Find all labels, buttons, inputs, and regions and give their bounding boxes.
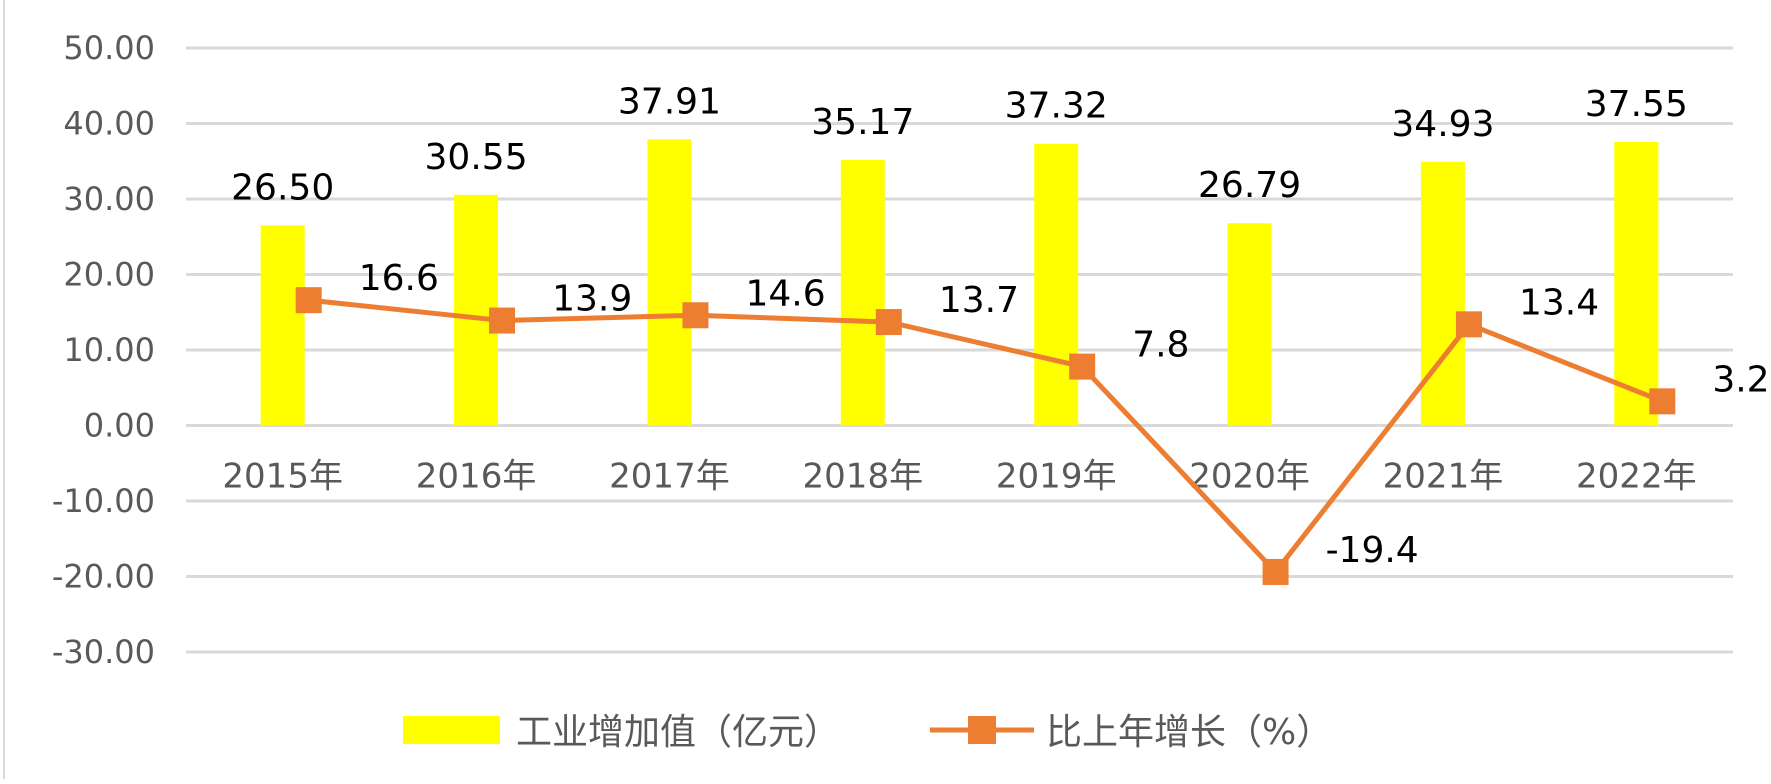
- bar-data-label: 26.79: [1198, 165, 1301, 206]
- bar-series: [260, 139, 1659, 426]
- x-category-label: 2016年: [416, 457, 537, 497]
- line-marker: [1069, 353, 1096, 380]
- bar-data-label: 37.91: [618, 81, 721, 122]
- bar: [840, 159, 885, 426]
- line-series-path: [308, 297, 1664, 575]
- line-series: [295, 287, 1676, 585]
- line-marker: [489, 307, 516, 334]
- y-axis-ticks: -30.00 -20.00 -10.00 0.00 10.00 20.00 30.00 40.…: [52, 29, 155, 671]
- bar-data-label: 30.55: [425, 137, 528, 178]
- x-category-label: 2018年: [803, 457, 924, 497]
- line-marker: [682, 302, 709, 329]
- x-category-label: 2022年: [1576, 457, 1697, 497]
- bar: [1227, 223, 1272, 426]
- line-marker: [295, 287, 322, 314]
- grid-layer: [186, 46, 1733, 654]
- x-category-label: 2020年: [1189, 457, 1310, 497]
- y-tick-label: 30.00: [63, 180, 155, 218]
- bar: [647, 139, 692, 426]
- line-marker: [875, 309, 902, 336]
- y-tick-label: 40.00: [63, 105, 155, 143]
- line-data-labels: 16.6 13.9 14.6 13.7 7.8 -19.4 13.4 3.2: [359, 258, 1770, 571]
- bar-data-label: 35.17: [811, 102, 914, 143]
- y-tick-label: 10.00: [63, 331, 155, 369]
- legend: 工业增加值（亿元） 比上年增长（%）: [403, 712, 1332, 753]
- y-tick-label: 50.00: [63, 29, 155, 67]
- line-data-label: 13.7: [939, 280, 1019, 321]
- bar: [1034, 143, 1079, 426]
- bar: [1420, 161, 1465, 426]
- line-marker: [1262, 558, 1289, 585]
- x-category-label: 2017年: [609, 457, 730, 497]
- line-data-label: 16.6: [359, 258, 439, 299]
- line-data-label: 13.9: [552, 279, 632, 320]
- bar-data-label: 34.93: [1391, 104, 1494, 145]
- line-data-label: 14.6: [745, 273, 825, 314]
- legend-swatch-bar: [403, 716, 500, 744]
- x-category-label: 2015年: [222, 457, 343, 497]
- legend-label-bar: 工业增加值（亿元）: [516, 712, 840, 753]
- bar: [260, 225, 305, 426]
- bar: [1614, 141, 1659, 426]
- line-marker: [1455, 311, 1482, 338]
- y-tick-label: 0.00: [84, 407, 155, 445]
- x-axis-categories: 2015年 2016年 2017年 2018年 2019年 2020年 2021年 2022年: [222, 457, 1696, 497]
- legend-label-line: 比上年增长（%）: [1046, 712, 1332, 753]
- line-data-label: 3.2: [1712, 359, 1769, 400]
- y-tick-label: -30.00: [52, 633, 155, 671]
- bar-data-label: 26.50: [231, 167, 334, 208]
- line-marker: [1649, 388, 1676, 415]
- bar-data-labels: 26.50 30.55 37.91 35.17 37.32 26.79 34.93 37.55: [231, 81, 1688, 208]
- y-tick-label: 20.00: [63, 256, 155, 294]
- bar-data-label: 37.55: [1585, 84, 1688, 125]
- line-data-label: -19.4: [1326, 530, 1419, 571]
- legend-marker-swatch: [968, 716, 996, 744]
- y-tick-label: -20.00: [52, 558, 155, 596]
- x-category-label: 2019年: [996, 457, 1117, 497]
- line-data-label: 13.4: [1519, 282, 1599, 323]
- x-category-label: 2021年: [1383, 457, 1504, 497]
- bar-data-label: 37.32: [1005, 86, 1108, 127]
- y-tick-label: -10.00: [52, 482, 155, 520]
- line-data-label: 7.8: [1132, 325, 1189, 366]
